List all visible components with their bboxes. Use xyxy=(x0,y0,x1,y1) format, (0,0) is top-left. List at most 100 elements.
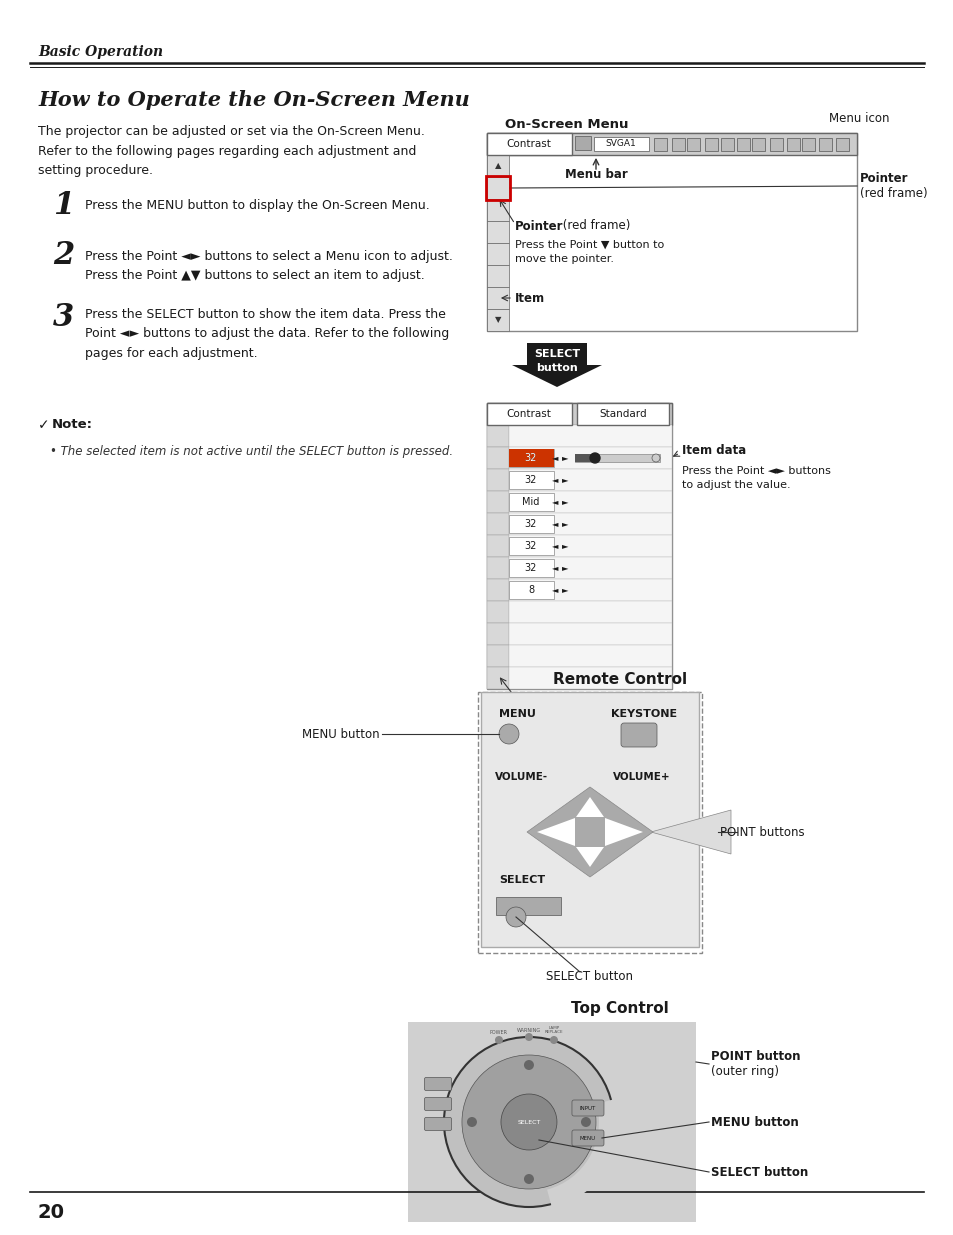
Bar xyxy=(486,492,509,513)
Bar xyxy=(486,133,856,331)
Text: Item data: Item data xyxy=(681,443,745,457)
Bar xyxy=(654,138,666,151)
Text: SVGA1: SVGA1 xyxy=(605,140,636,148)
Circle shape xyxy=(500,1094,557,1150)
FancyBboxPatch shape xyxy=(620,722,657,747)
Bar xyxy=(486,266,509,287)
Text: Press the Point ◄► buttons
to adjust the value.: Press the Point ◄► buttons to adjust the… xyxy=(681,466,830,490)
Bar xyxy=(686,138,700,151)
Bar xyxy=(477,692,701,953)
Text: Press the Point ▼ button to
move the pointer.: Press the Point ▼ button to move the poi… xyxy=(515,240,663,264)
Text: Pointer: Pointer xyxy=(859,172,907,184)
Text: The projector can be adjusted or set via the On-Screen Menu.
Refer to the follow: The projector can be adjusted or set via… xyxy=(38,125,424,177)
Bar xyxy=(509,450,554,467)
Bar xyxy=(509,601,671,622)
Text: ◄: ◄ xyxy=(551,475,558,484)
Bar xyxy=(486,513,509,535)
Text: Press the Point ◄► buttons to select a Menu icon to adjust.
Press the Point ▲▼ b: Press the Point ◄► buttons to select a M… xyxy=(85,249,453,283)
Circle shape xyxy=(495,1036,502,1044)
Text: (outer ring): (outer ring) xyxy=(710,1066,779,1078)
Text: 32: 32 xyxy=(524,563,537,573)
Text: ►: ► xyxy=(561,453,568,462)
Bar xyxy=(486,601,509,622)
Text: Note:: Note: xyxy=(52,419,92,431)
Text: POINT buttons: POINT buttons xyxy=(720,825,803,839)
Bar xyxy=(704,138,718,151)
FancyBboxPatch shape xyxy=(424,1098,451,1110)
Text: Menu icon: Menu icon xyxy=(828,111,889,125)
Bar xyxy=(486,535,509,557)
Circle shape xyxy=(651,454,659,462)
Text: MENU button: MENU button xyxy=(710,1115,798,1129)
Bar xyxy=(509,557,671,579)
Bar xyxy=(509,535,671,557)
Wedge shape xyxy=(546,1099,618,1209)
Bar xyxy=(509,450,554,467)
Text: ◄: ◄ xyxy=(551,585,558,594)
Polygon shape xyxy=(650,810,730,853)
Bar xyxy=(769,138,782,151)
Text: SELECT button: SELECT button xyxy=(710,1166,807,1178)
Bar xyxy=(486,403,671,425)
Bar xyxy=(575,136,590,149)
Circle shape xyxy=(580,1116,590,1128)
Circle shape xyxy=(466,1116,476,1128)
FancyBboxPatch shape xyxy=(424,1077,451,1091)
Bar xyxy=(737,138,749,151)
Bar xyxy=(575,454,595,462)
Text: 1: 1 xyxy=(53,189,74,221)
Text: • The selected item is not active until the SELECT button is pressed.: • The selected item is not active until … xyxy=(50,445,453,458)
Bar xyxy=(486,645,509,667)
Bar xyxy=(786,138,800,151)
Circle shape xyxy=(589,453,599,463)
Bar xyxy=(835,138,848,151)
Text: KEYSTONE: KEYSTONE xyxy=(610,709,677,719)
Text: ◄: ◄ xyxy=(551,563,558,573)
Text: ►: ► xyxy=(561,585,568,594)
Bar xyxy=(486,557,509,579)
Text: ▼: ▼ xyxy=(495,315,500,325)
Bar xyxy=(509,513,671,535)
Bar xyxy=(509,447,671,469)
Text: ►: ► xyxy=(561,498,568,506)
Bar xyxy=(486,403,572,425)
Text: Top Control: Top Control xyxy=(571,1002,668,1016)
Bar xyxy=(509,471,554,489)
Bar xyxy=(480,692,699,947)
Text: ✓: ✓ xyxy=(38,417,50,432)
FancyBboxPatch shape xyxy=(572,1130,603,1146)
Bar xyxy=(671,138,684,151)
Bar xyxy=(486,309,509,331)
Text: ◄: ◄ xyxy=(551,498,558,506)
Text: Quit: Quit xyxy=(515,694,542,708)
Text: ►: ► xyxy=(561,563,568,573)
Bar xyxy=(486,156,509,177)
Bar xyxy=(594,137,648,151)
Bar xyxy=(485,177,510,200)
Text: 2: 2 xyxy=(53,240,74,270)
Text: ►: ► xyxy=(561,475,568,484)
Bar xyxy=(486,622,509,645)
Polygon shape xyxy=(526,787,652,877)
Text: How to Operate the On-Screen Menu: How to Operate the On-Screen Menu xyxy=(38,90,469,110)
Bar xyxy=(509,493,554,511)
Text: Press the SELECT button to show the item data. Press the
Point ◄► buttons to adj: Press the SELECT button to show the item… xyxy=(85,308,449,359)
Bar xyxy=(509,579,671,601)
Text: ►: ► xyxy=(561,520,568,529)
Bar xyxy=(509,667,671,689)
Text: Press the MENU button to display the On-Screen Menu.: Press the MENU button to display the On-… xyxy=(85,199,429,211)
Text: VOLUME+: VOLUME+ xyxy=(613,772,670,782)
Text: SELECT button: SELECT button xyxy=(546,971,633,983)
Text: Remote Control: Remote Control xyxy=(553,673,686,688)
Bar xyxy=(486,447,509,469)
Text: 32: 32 xyxy=(524,519,537,529)
Text: Contrast: Contrast xyxy=(506,409,551,419)
Bar xyxy=(486,425,509,447)
Text: 32: 32 xyxy=(524,453,537,463)
Polygon shape xyxy=(512,343,601,387)
Circle shape xyxy=(524,1032,533,1041)
Bar xyxy=(486,133,572,156)
Text: ▲: ▲ xyxy=(495,162,500,170)
Bar xyxy=(509,425,671,447)
Bar xyxy=(509,537,554,555)
